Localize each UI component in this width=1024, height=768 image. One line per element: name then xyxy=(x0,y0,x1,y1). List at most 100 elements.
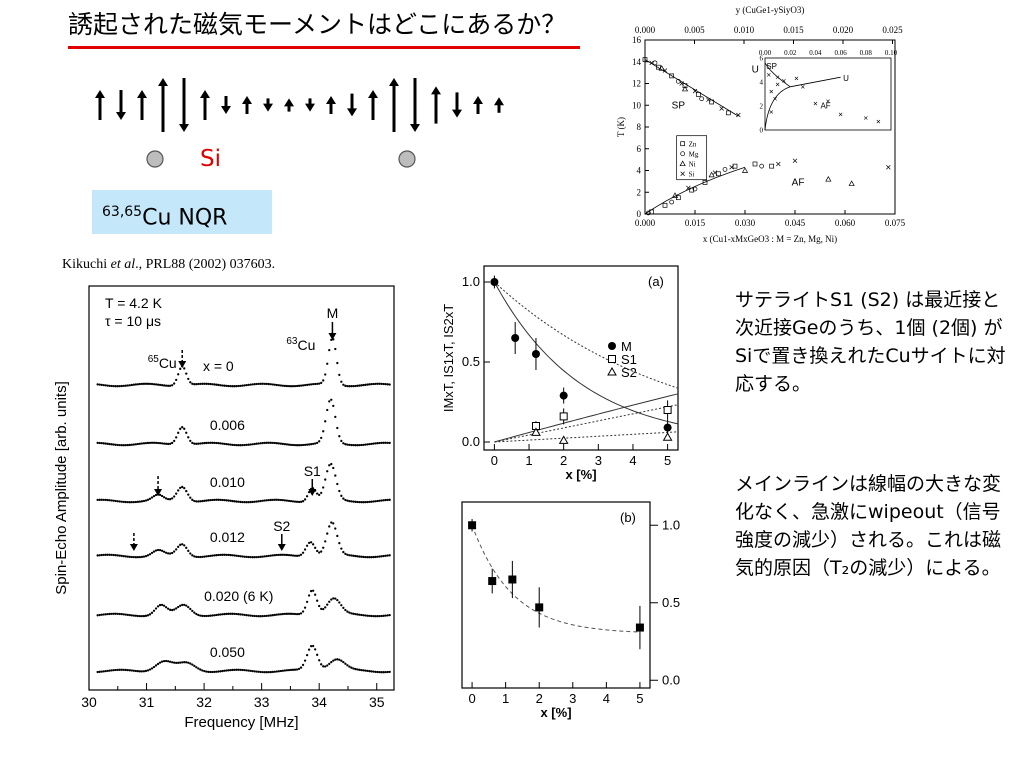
s1-label: S1 xyxy=(304,463,321,479)
spin-arrow xyxy=(431,86,441,124)
data-point xyxy=(669,73,675,79)
inset-point xyxy=(769,89,774,94)
s2-label: S2 xyxy=(273,518,290,534)
inset-point xyxy=(773,96,777,101)
trace-label: 0.010 xyxy=(210,474,245,490)
data-point xyxy=(722,167,728,172)
spin-arrow xyxy=(452,92,462,118)
y-tick-label: 4 xyxy=(637,166,642,176)
spectrum-trace xyxy=(96,338,391,388)
x-tick-label: 0 xyxy=(468,691,475,706)
spin-arrow xyxy=(473,96,483,114)
note-wipeout: メインラインは線幅の大きな変化なく、急激にwipeout（信号強度の減少）される… xyxy=(735,473,1002,579)
nqr-label-text: Cu NQR xyxy=(142,205,228,231)
x-tick-label: 31 xyxy=(139,694,155,710)
data-point xyxy=(652,60,658,66)
spectrum-trace xyxy=(96,462,391,504)
phase-diagram-chart: y (CuGe1-ySiyO3)0.000 0.005 0.010 0.015 0.02… xyxy=(616,5,905,244)
y-tick-label: 10 xyxy=(632,100,642,110)
data-point xyxy=(702,180,708,185)
inset-point xyxy=(800,84,805,89)
data-point xyxy=(706,97,711,103)
data-point xyxy=(682,83,688,89)
cu63-label: 63Cu xyxy=(286,336,315,353)
legend-entry: Si xyxy=(689,171,695,179)
si-atom-icon xyxy=(146,150,164,168)
inset-point xyxy=(813,101,818,106)
spin-arrow xyxy=(263,98,273,112)
inset-y-tick: 4 xyxy=(760,79,764,87)
legend-entry: S2 xyxy=(621,365,637,380)
spin-arrow xyxy=(242,96,252,114)
data-point xyxy=(663,423,672,432)
data-point xyxy=(736,112,741,118)
trace-label: x = 0 xyxy=(203,358,234,374)
inset-region-label: U xyxy=(843,74,849,83)
x-tick-label: 2 xyxy=(560,453,567,468)
spin-arrow xyxy=(116,90,126,120)
inset-point xyxy=(766,72,771,77)
trace-label: 0.006 xyxy=(210,417,245,433)
y-tick-label: 2 xyxy=(637,187,642,197)
trace-label: 0.012 xyxy=(210,529,245,545)
x-tick-label: 35 xyxy=(369,694,385,710)
x-tick-label: 0.000 xyxy=(635,218,656,228)
note-satellites: サテライトS1 (S2) は最近接と次近接Geのうち、1個 (2個) がSiで置… xyxy=(735,289,1006,395)
inset-point xyxy=(794,76,799,81)
trace-label: 0.020 (6 K) xyxy=(204,588,273,604)
spin-arrow xyxy=(221,96,231,114)
spin-arrow xyxy=(158,78,168,132)
data-point xyxy=(732,163,738,169)
spin-arrow xyxy=(200,90,210,120)
x-axis-label: x (Cu1-xMxGeO3 : M = Zn, Mg, Ni) xyxy=(703,234,837,244)
inset-point xyxy=(863,116,868,120)
spectrum-trace xyxy=(96,398,391,447)
y-tick-label: 0.5 xyxy=(462,354,480,369)
inset-point xyxy=(775,75,780,80)
x-tick-label: 4 xyxy=(603,691,610,706)
legend-entry: Mg xyxy=(689,151,699,159)
data-point xyxy=(752,161,758,167)
data-point xyxy=(692,186,698,192)
y-tick-label: 12 xyxy=(632,79,641,89)
x-axis-label: Frequency [MHz] xyxy=(184,714,298,731)
inset-x-tick: 0.08 xyxy=(860,49,873,57)
y-tick-label: 0.5 xyxy=(662,595,680,610)
x-tick-label: 30 xyxy=(81,694,97,710)
data-point xyxy=(559,412,568,421)
x-tick-label: 5 xyxy=(636,691,643,706)
region-label: AF xyxy=(792,178,805,189)
model-curve xyxy=(494,404,679,443)
spin-arrow xyxy=(284,98,294,112)
cu65-label: 65Cu xyxy=(148,354,177,371)
panel-label: (b) xyxy=(620,510,636,525)
spin-arrow xyxy=(368,90,378,120)
model-curve xyxy=(494,431,679,443)
y-axis-label: ItotalxT xyxy=(689,574,690,617)
y-axis-label: Spin-Echo Amplitude [arb. units] xyxy=(53,381,70,594)
x-tick-label: 2 xyxy=(536,691,543,706)
top-tick-label: 0.005 xyxy=(684,25,705,35)
inset-x-tick: 0.04 xyxy=(809,49,822,57)
data-point xyxy=(669,199,675,205)
top-tick-label: 0.000 xyxy=(635,25,656,35)
data-point xyxy=(635,623,644,632)
data-point xyxy=(776,161,781,167)
si-label: Si xyxy=(200,146,221,172)
y-axis-label: T (K) xyxy=(616,117,626,137)
data-point xyxy=(531,427,541,436)
data-point xyxy=(825,175,832,182)
y-tick-label: 14 xyxy=(632,57,642,67)
inset-region-label: SP xyxy=(766,62,777,71)
spin-arrow xyxy=(95,90,105,120)
x-tick-label: 33 xyxy=(254,694,270,710)
peak-arrow xyxy=(328,322,337,340)
x-tick-label: 0.075 xyxy=(885,218,905,228)
top-axis-label: y (CuGe1-ySiyO3) xyxy=(736,5,805,15)
data-point xyxy=(695,92,701,97)
top-tick-label: 0.015 xyxy=(783,25,804,35)
peak-arrow xyxy=(129,533,138,551)
panel-label: (a) xyxy=(648,274,664,289)
inset-point xyxy=(826,99,830,104)
